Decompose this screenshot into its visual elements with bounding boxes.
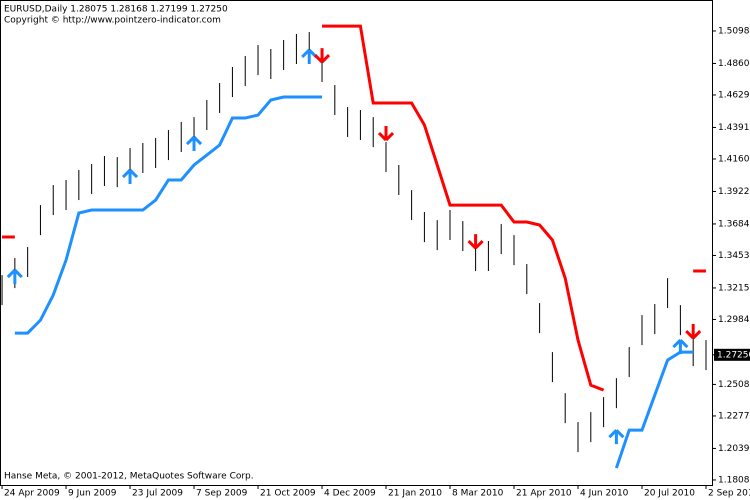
- x-tick-label: 9 Jun 2009: [68, 489, 117, 499]
- y-tick-label: 1.46290: [718, 90, 750, 100]
- up-arrow: [672, 339, 689, 355]
- down-arrow: [685, 324, 702, 340]
- down-arrow: [313, 48, 331, 64]
- x-tick-label: 8 Mar 2010: [452, 489, 504, 499]
- up-arrow: [185, 135, 203, 152]
- stop-line: [2, 24, 706, 392]
- down-arrow: [377, 126, 395, 142]
- x-tick-label: 4 Jun 2010: [580, 489, 629, 499]
- up-arrow: [121, 168, 139, 185]
- copyright: Copyright © http://www.pointzero-indicat…: [4, 16, 221, 26]
- y-tick-label: 1.39220: [718, 187, 750, 197]
- y-tick-label: 1.36840: [718, 219, 750, 229]
- chart-title: EURUSD,Daily 1.28075 1.28168 1.27199 1.2…: [4, 5, 228, 15]
- y-tick-label: 1.22770: [718, 411, 750, 421]
- y-tick-label: 1.29840: [718, 315, 750, 325]
- up-arrow: [6, 269, 23, 285]
- y-tick-label: 1.48600: [718, 59, 750, 69]
- x-tick-label: 21 Apr 2010: [516, 489, 572, 499]
- x-tick-label: 21 Jan 2010: [388, 489, 442, 499]
- x-tick-label: 2 Sep 2010: [708, 489, 750, 499]
- x-tick-label: 24 Apr 2009: [4, 489, 60, 499]
- current-price-label: 1.27250: [717, 350, 750, 360]
- y-tick-label: 1.34530: [718, 251, 750, 261]
- x-tick-label: 23 Jul 2009: [132, 489, 183, 499]
- up-arrow: [608, 429, 625, 445]
- y-tick-label: 1.43910: [718, 123, 750, 133]
- y-tick-label: 1.41600: [718, 154, 750, 164]
- y-tick-label: 1.25080: [718, 380, 750, 390]
- y-tick-label: 1.32150: [718, 283, 750, 293]
- x-tick-label: 21 Oct 2009: [260, 489, 316, 499]
- plot-frame: [0, 0, 713, 486]
- current-price-box: [714, 348, 750, 361]
- down-arrow: [467, 234, 484, 250]
- y-tick-label: 1.50980: [718, 26, 750, 36]
- y-tick-label: 1.20390: [718, 444, 750, 454]
- footer: Hanse Meta, © 2001-2012, MetaQuotes Soft…: [4, 472, 254, 482]
- x-tick-label: 20 Jul 2010: [644, 489, 695, 499]
- y-tick-label: 1.18080: [718, 475, 750, 485]
- x-tick-label: 4 Dec 2009: [324, 489, 376, 499]
- x-tick-label: 7 Sep 2009: [196, 489, 248, 499]
